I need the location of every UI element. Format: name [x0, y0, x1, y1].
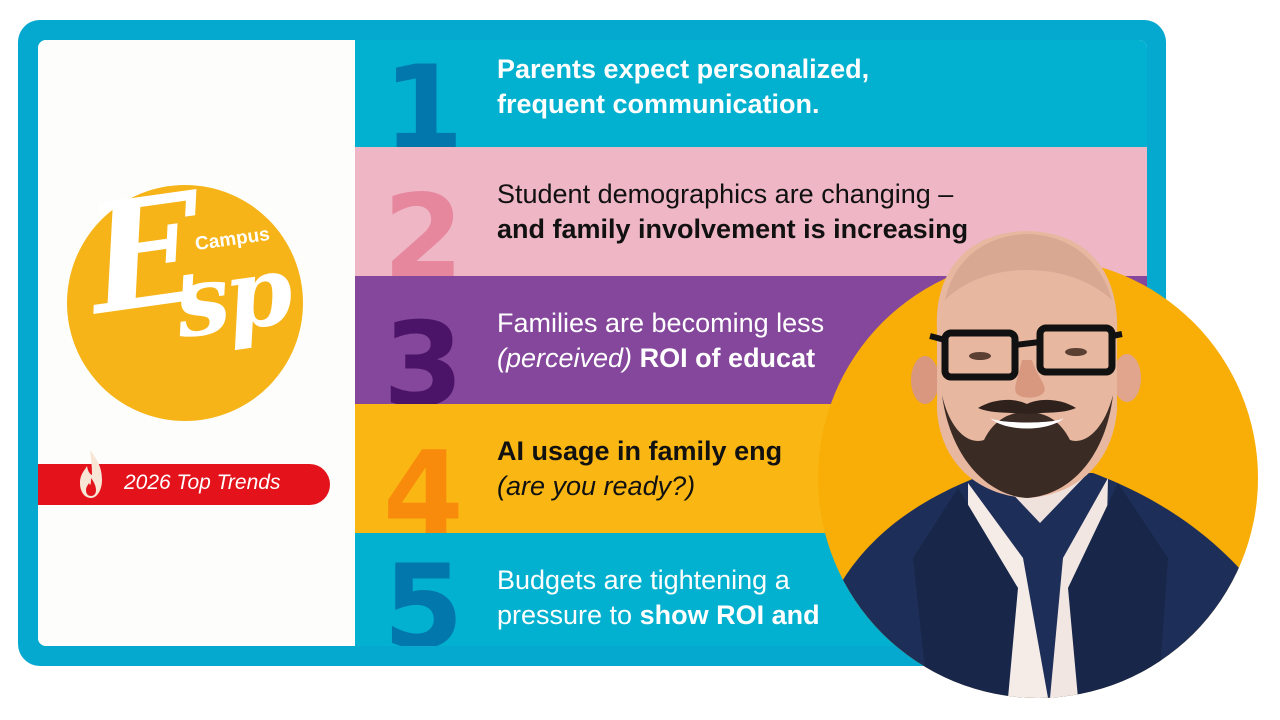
speaker-portrait — [818, 258, 1258, 698]
trend-number: 3 — [383, 298, 464, 405]
trend-row-1: 1 Parents expect personalized, frequent co… — [355, 40, 1147, 147]
trend-text-line-1: Budgets are tightening a — [497, 563, 820, 598]
trend-text-segment: frequent communication. — [497, 89, 820, 119]
trend-text-segment: AI usage in family eng — [497, 436, 783, 466]
trend-text: Parents expect personalized, frequent com… — [497, 52, 869, 122]
fire-icon — [80, 450, 102, 498]
trend-text: Budgets are tightening a pressure to show… — [497, 563, 820, 633]
trend-number: 2 — [383, 170, 464, 277]
trend-text-segment: (perceived) — [497, 343, 633, 373]
trend-text-segment: and family involvement is increasing — [497, 214, 969, 244]
trend-number: 4 — [383, 427, 464, 534]
campus-esp-logo: E Campus sp — [67, 159, 303, 421]
trend-text: Student demographics are changing – and f… — [497, 177, 968, 247]
trend-text-line-1: AI usage in family eng — [497, 434, 782, 469]
trend-row-2: 2 Student demographics are changing – and … — [355, 147, 1147, 276]
trend-text: Families are becoming less (perceived) RO… — [497, 306, 824, 376]
trend-text-segment: show ROI and — [639, 600, 820, 630]
trend-text: AI usage in family eng (are you ready?) — [497, 434, 782, 504]
trend-number: 1 — [383, 41, 464, 148]
trend-text-segment: pressure to — [497, 600, 640, 630]
trend-text-line-1: Families are becoming less — [497, 306, 824, 341]
trend-text-line-2: (perceived) ROI of educat — [497, 341, 824, 376]
trend-text-segment: (are you ready?) — [497, 471, 696, 501]
trend-number: 5 — [383, 540, 464, 647]
trend-text-segment: ROI of educat — [632, 343, 816, 373]
trend-text-segment: Budgets are tightening a — [497, 565, 790, 595]
trend-text-line-2: (are you ready?) — [497, 469, 782, 504]
logo-letters-sp: sp — [167, 232, 296, 361]
trend-text-line-1: Student demographics are changing – — [497, 177, 968, 212]
trend-text-segment: Families are becoming less — [497, 308, 825, 338]
trend-text-line-2: pressure to show ROI and — [497, 598, 820, 633]
trend-text-line-2: and family involvement is increasing — [497, 212, 968, 247]
brand-panel: E Campus sp 2026 Top Trends — [38, 40, 355, 646]
trend-text-line-1: Parents expect personalized, — [497, 52, 869, 87]
speaker-photo-illustration — [818, 448, 1258, 698]
top-trends-label: 2026 Top Trends — [124, 471, 281, 494]
trend-text-segment: Parents expect personalized, — [497, 54, 870, 84]
trend-text-segment: Student demographics are changing – — [497, 179, 954, 209]
trend-text-line-2: frequent communication. — [497, 87, 869, 122]
